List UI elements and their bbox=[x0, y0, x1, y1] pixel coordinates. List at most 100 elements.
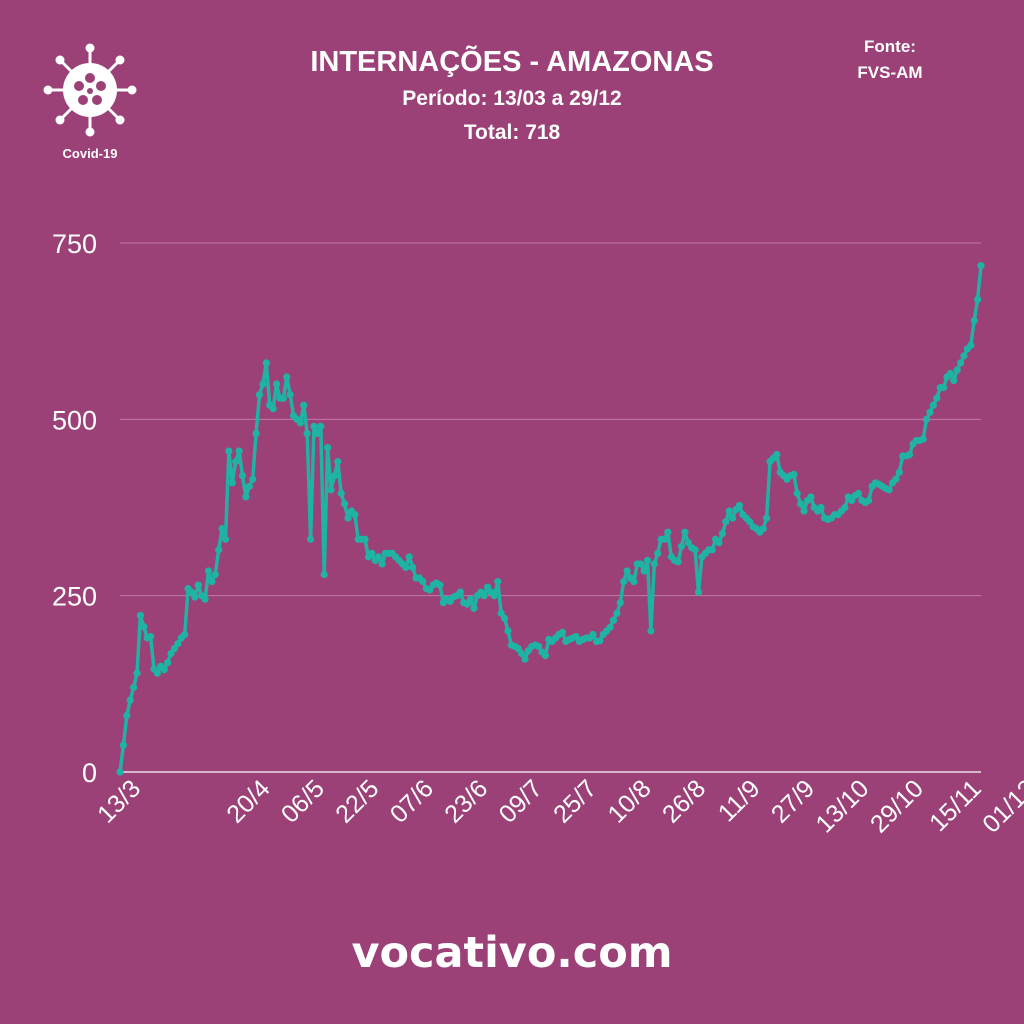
data-point bbox=[181, 630, 189, 639]
data-point bbox=[647, 627, 655, 635]
data-point bbox=[296, 419, 304, 427]
data-point bbox=[660, 535, 669, 543]
data-point bbox=[238, 472, 247, 480]
data-point bbox=[344, 514, 352, 522]
data-point bbox=[521, 655, 529, 663]
chart-title: INTERNAÇÕES - AMAZONAS bbox=[310, 46, 714, 78]
data-point bbox=[722, 518, 730, 526]
data-point bbox=[228, 479, 236, 487]
data-point bbox=[123, 711, 131, 720]
x-tick-label: 29/10 bbox=[865, 774, 929, 838]
data-point bbox=[470, 604, 478, 612]
data-point bbox=[650, 560, 658, 568]
data-point bbox=[715, 539, 723, 547]
data-point bbox=[204, 567, 213, 575]
data-point bbox=[620, 577, 628, 586]
data-point bbox=[283, 373, 291, 381]
y-tick-label: 250 bbox=[52, 582, 97, 612]
data-point bbox=[926, 408, 934, 416]
data-point bbox=[153, 669, 162, 677]
data-point bbox=[317, 422, 325, 430]
data-point bbox=[327, 486, 335, 494]
x-tick-label: 13/3 bbox=[92, 774, 146, 828]
x-tick-label: 10/8 bbox=[603, 774, 657, 828]
data-point bbox=[272, 380, 281, 388]
data-point bbox=[973, 295, 982, 304]
data-point bbox=[147, 632, 155, 641]
y-tick-label: 750 bbox=[52, 229, 97, 259]
data-point bbox=[436, 581, 444, 589]
data-point bbox=[334, 458, 342, 466]
data-point bbox=[140, 623, 148, 631]
x-tick-label: 26/8 bbox=[657, 774, 711, 828]
data-point bbox=[674, 558, 682, 566]
data-point bbox=[262, 359, 270, 367]
data-point bbox=[929, 401, 937, 409]
data-point bbox=[933, 394, 941, 402]
data-point bbox=[939, 383, 948, 392]
source-label: Fonte: bbox=[864, 37, 916, 56]
data-point bbox=[793, 489, 801, 497]
data-point bbox=[218, 525, 226, 533]
data-point bbox=[235, 447, 243, 455]
data-point bbox=[133, 669, 141, 677]
data-point bbox=[800, 507, 808, 515]
data-point bbox=[405, 553, 413, 561]
data-point bbox=[725, 507, 733, 515]
data-point bbox=[728, 514, 737, 522]
data-point bbox=[126, 696, 134, 704]
data-point bbox=[970, 316, 978, 325]
data-point bbox=[960, 352, 968, 360]
data-point bbox=[596, 637, 604, 645]
data-point bbox=[215, 546, 223, 554]
x-tick-label: 15/11 bbox=[924, 774, 987, 837]
data-point bbox=[807, 493, 815, 501]
data-point bbox=[368, 549, 376, 557]
data-point bbox=[865, 496, 873, 505]
data-point bbox=[337, 489, 345, 497]
data-point bbox=[494, 577, 502, 586]
data-point bbox=[245, 482, 253, 490]
data-point bbox=[119, 741, 128, 749]
data-point bbox=[378, 560, 386, 568]
data-point bbox=[249, 475, 257, 483]
y-tick-label: 500 bbox=[52, 405, 97, 435]
data-point bbox=[351, 510, 359, 519]
data-point bbox=[640, 567, 648, 575]
data-point bbox=[691, 546, 699, 554]
data-point bbox=[977, 261, 985, 270]
data-point bbox=[116, 768, 124, 776]
data-point bbox=[541, 652, 549, 660]
data-point bbox=[310, 422, 318, 430]
data-point bbox=[300, 401, 308, 409]
x-tick-label: 23/6 bbox=[439, 774, 493, 828]
period-label: Período: 13/03 a 29/12 bbox=[402, 87, 622, 110]
data-point bbox=[504, 627, 512, 635]
watermark: vocativo.com bbox=[351, 928, 673, 978]
data-point bbox=[643, 556, 652, 565]
data-point bbox=[558, 628, 567, 636]
data-point bbox=[208, 577, 216, 586]
data-point bbox=[953, 366, 961, 374]
data-point bbox=[456, 588, 464, 596]
data-point bbox=[630, 577, 638, 586]
covid-logo bbox=[40, 40, 140, 145]
data-point bbox=[694, 588, 703, 596]
data-point bbox=[895, 468, 903, 476]
total-label: Total: 718 bbox=[463, 121, 561, 144]
data-point bbox=[664, 528, 672, 536]
data-point bbox=[490, 592, 498, 600]
data-point bbox=[259, 380, 267, 388]
data-point bbox=[341, 500, 349, 508]
data-point bbox=[136, 611, 145, 620]
x-tick-label: 25/7 bbox=[548, 774, 602, 828]
data-point bbox=[922, 415, 931, 423]
data-point bbox=[330, 472, 338, 480]
data-point bbox=[174, 640, 182, 648]
data-point bbox=[255, 391, 264, 399]
data-point bbox=[654, 549, 662, 557]
data-point bbox=[419, 577, 427, 586]
data-point bbox=[306, 535, 315, 543]
data-point bbox=[773, 451, 781, 459]
